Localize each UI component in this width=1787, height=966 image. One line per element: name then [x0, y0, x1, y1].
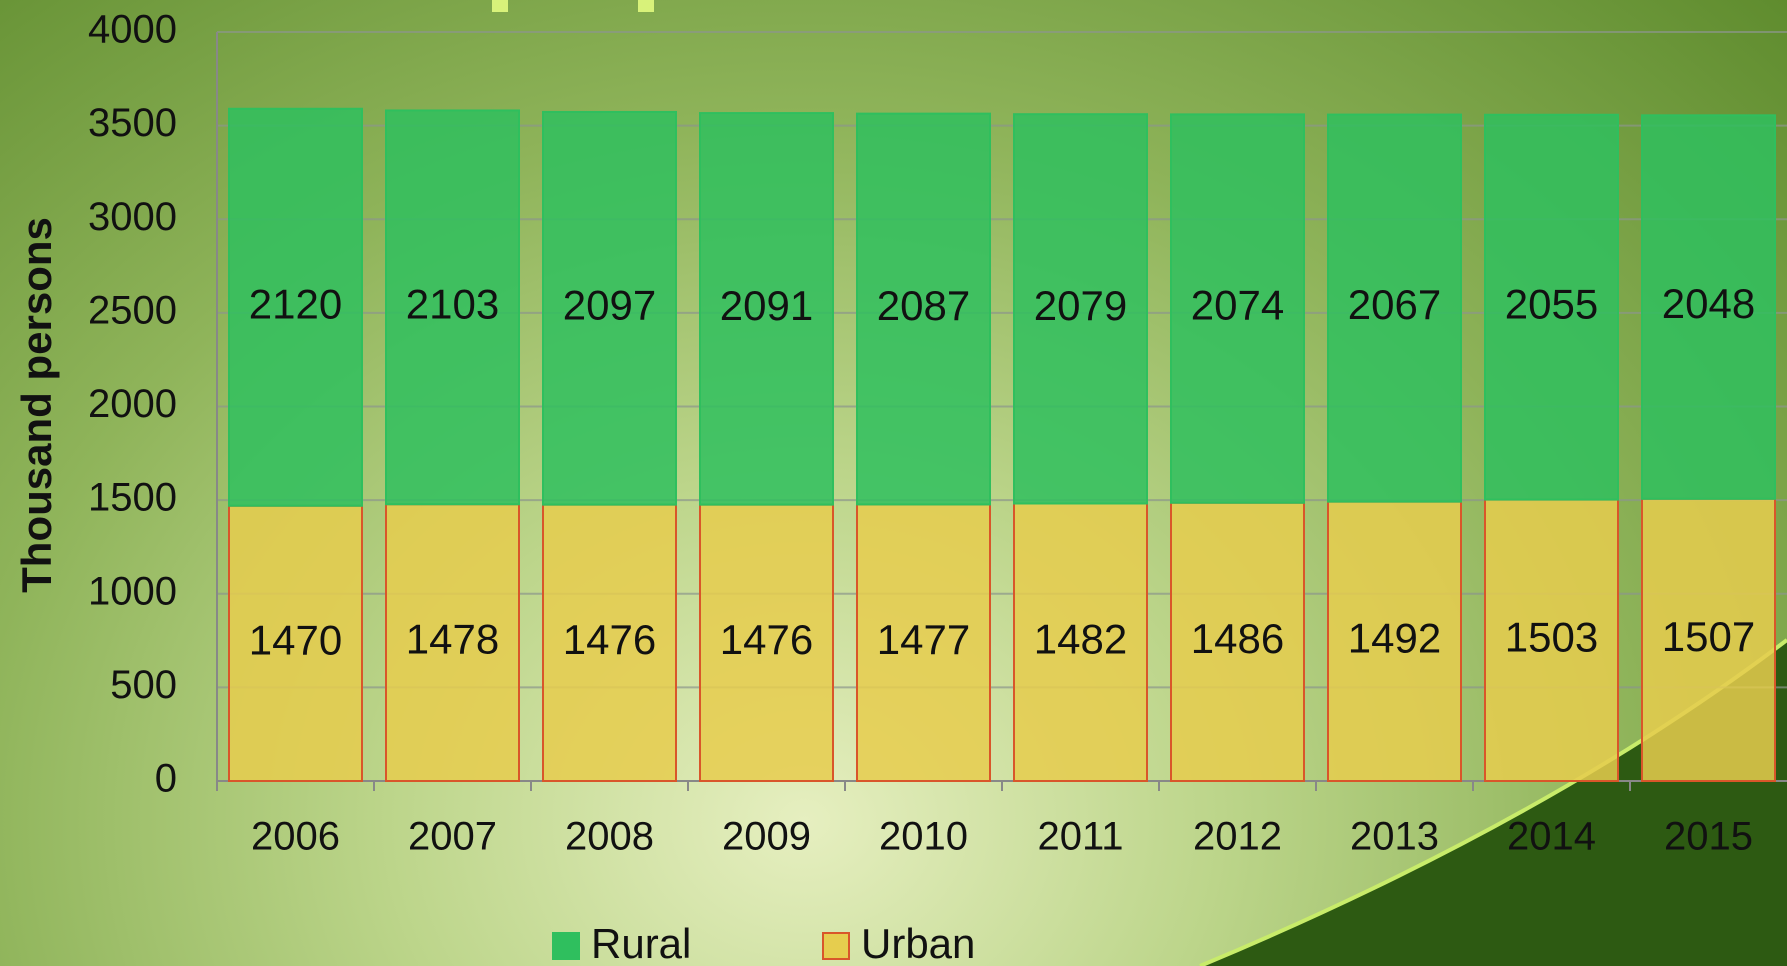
- y-tick-label: 3500: [88, 101, 177, 145]
- data-label: 1470: [249, 616, 342, 663]
- x-tick-label: 2010: [879, 815, 968, 859]
- y-axis-label: Thousand persons: [13, 217, 60, 593]
- y-tick-label: 1500: [88, 476, 177, 520]
- data-label: 2087: [877, 282, 970, 329]
- bar-segment: [699, 112, 834, 506]
- data-label: 1492: [1348, 614, 1441, 661]
- data-label: 1503: [1505, 613, 1598, 660]
- legend-swatch: [822, 932, 850, 960]
- bar-segment: [228, 107, 363, 507]
- data-label: 1478: [406, 616, 499, 663]
- x-tick-label: 2008: [565, 815, 654, 859]
- x-tick-label: 2015: [1664, 815, 1753, 859]
- data-label: 2079: [1034, 282, 1127, 329]
- y-tick-label: 2000: [88, 382, 177, 426]
- legend-swatch: [552, 932, 580, 960]
- data-label: 2048: [1662, 280, 1755, 327]
- data-label: 1477: [877, 616, 970, 663]
- y-tick-label: 500: [110, 663, 177, 707]
- bar-segment: [1170, 113, 1305, 504]
- x-tick-label: 2013: [1350, 815, 1439, 859]
- bar-segment: [385, 109, 520, 506]
- bar-segment: [385, 503, 520, 782]
- x-tick-label: 2011: [1037, 815, 1123, 859]
- bar-segment: [1013, 113, 1148, 505]
- y-tick-label: 2500: [88, 288, 177, 332]
- x-tick-label: 2009: [722, 815, 811, 859]
- data-label: 2091: [720, 282, 813, 329]
- bar-segment: [1641, 114, 1776, 500]
- data-label: 2067: [1348, 281, 1441, 328]
- bar-segment: [1484, 498, 1619, 782]
- data-label: 2120: [249, 280, 342, 327]
- x-tick-label: 2012: [1193, 815, 1282, 859]
- bar-segment: [1641, 497, 1776, 782]
- x-tick-label: 2014: [1507, 815, 1596, 859]
- data-label: 2103: [406, 280, 499, 327]
- bar-segment: [542, 110, 677, 506]
- data-label: 1482: [1034, 615, 1127, 662]
- legend-label: Urban: [861, 920, 975, 966]
- decor: [492, 0, 508, 12]
- y-tick-label: 4000: [88, 8, 177, 52]
- bar-segment: [228, 504, 363, 782]
- decor-curve: [1200, 640, 1787, 966]
- decor: [638, 0, 654, 12]
- data-label: 1507: [1662, 613, 1755, 660]
- bar-segment: [856, 112, 991, 506]
- x-tick-label: 2007: [408, 815, 497, 859]
- y-tick-label: 3000: [88, 195, 177, 239]
- data-label: 1476: [720, 616, 813, 663]
- data-label: 1486: [1191, 615, 1284, 662]
- bar-segment: [1013, 502, 1148, 782]
- y-tick-label: 0: [155, 757, 177, 801]
- data-label: 2097: [563, 281, 656, 328]
- data-label: 2074: [1191, 282, 1284, 329]
- data-label: 2055: [1505, 280, 1598, 327]
- y-tick-label: 1000: [88, 569, 177, 613]
- bar-segment: [1170, 501, 1305, 782]
- x-tick-label: 2006: [251, 815, 340, 859]
- bar-segment: [699, 503, 834, 782]
- bar-segment: [856, 503, 991, 782]
- data-label: 1476: [563, 616, 656, 663]
- bar-segment: [1484, 113, 1619, 501]
- legend-label: Rural: [591, 920, 691, 966]
- bar-segment: [1327, 500, 1462, 782]
- bar-segment: [1327, 113, 1462, 503]
